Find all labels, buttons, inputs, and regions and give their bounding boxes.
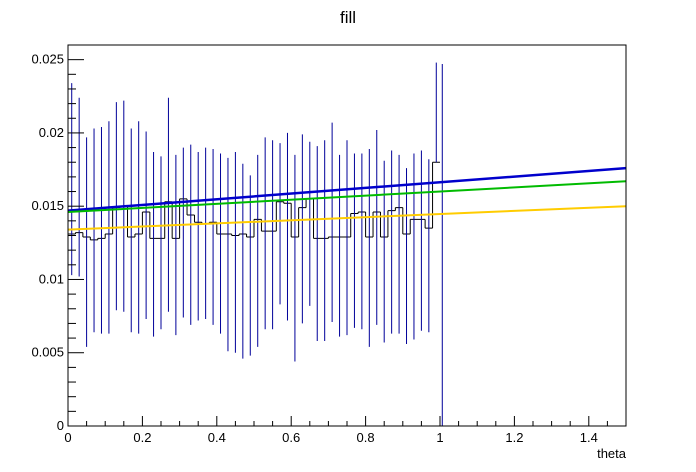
y-tick-label: 0.01 (39, 271, 64, 286)
x-tick-label: 0.8 (357, 430, 375, 445)
x-tick-label: 0.4 (208, 430, 226, 445)
y-tick-label: 0 (57, 418, 64, 433)
chart-title: fill (340, 8, 356, 27)
x-tick-label: 0.2 (133, 430, 151, 445)
x-tick-label: 1.2 (505, 430, 523, 445)
series-line-1 (67, 166, 627, 212)
y-tick-label: 0.015 (31, 198, 64, 213)
x-tick-label: 0 (64, 430, 71, 445)
plot-area (67, 62, 627, 426)
x-axis-label: theta (597, 446, 627, 461)
x-tick-label: 1.4 (580, 430, 598, 445)
x-tick-label: 0.6 (282, 430, 300, 445)
y-tick-label: 0.025 (31, 52, 64, 67)
axes: 0 0.2 0.4 0.6 0.8 1 1.2 1.4 0 0.005 0.01 0.015 0.02 0… (31, 44, 627, 445)
y-tick-label: 0.005 (31, 345, 64, 360)
x-tick-label: 1 (436, 430, 443, 445)
series-line-3 (67, 205, 627, 231)
y-tick-label: 0.02 (39, 125, 64, 140)
series-line-2 (67, 180, 627, 214)
